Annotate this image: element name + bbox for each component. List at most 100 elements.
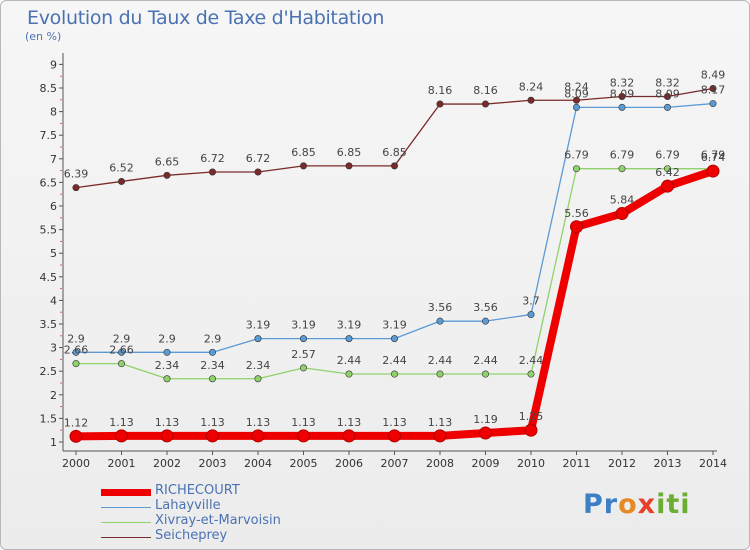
y-tick-label: 5.5	[40, 224, 58, 237]
y-tick-label: 4	[50, 294, 57, 307]
data-label: 8.32	[610, 76, 635, 89]
data-point	[345, 162, 353, 170]
data-point	[527, 96, 535, 104]
y-tick-label: 4.5	[40, 271, 58, 284]
data-point	[709, 84, 717, 92]
data-point	[436, 370, 444, 378]
series-line-lahayville	[75, 102, 714, 353]
data-point	[390, 162, 398, 170]
data-point	[481, 100, 489, 108]
data-label: 6.79	[655, 149, 680, 162]
data-point	[661, 179, 674, 193]
data-label: 8.09	[655, 87, 680, 100]
data-label: 1.13	[382, 416, 407, 429]
data-label: 2.9	[204, 332, 222, 345]
brand-part-3: x	[637, 489, 657, 520]
x-tick-label: 2000	[62, 457, 90, 470]
data-label: 1.13	[337, 416, 362, 429]
data-label: 6.52	[109, 161, 134, 174]
data-point	[163, 348, 171, 356]
data-point	[209, 168, 217, 176]
x-tick-label: 2010	[517, 457, 545, 470]
y-tick-label: 2.5	[40, 365, 58, 378]
chart-unit: (en %)	[25, 30, 62, 43]
data-point	[618, 165, 626, 173]
data-point	[527, 370, 535, 378]
data-label: 6.72	[200, 152, 225, 165]
legend-label-seicheprey: Seicheprey	[155, 528, 228, 543]
data-point	[663, 92, 671, 100]
data-label: 3.19	[291, 319, 316, 332]
data-point	[163, 375, 171, 383]
data-label: 6.79	[701, 149, 726, 162]
data-label: 1.13	[428, 416, 453, 429]
legend-label-richecourt: RICHECOURT	[155, 483, 240, 498]
y-tick-label: 8.5	[40, 82, 58, 95]
data-point	[251, 429, 265, 443]
chart-title: Evolution du Taux de Taxe d'Habitation	[27, 7, 385, 29]
x-tick-label: 2003	[199, 457, 227, 470]
data-point	[572, 165, 580, 173]
x-tick-label: 2012	[608, 457, 636, 470]
data-label: 6.42	[655, 166, 680, 179]
brand-part-2: o	[618, 489, 638, 520]
data-label: 3.19	[337, 319, 362, 332]
data-label: 2.66	[64, 344, 89, 357]
data-point	[436, 317, 444, 325]
data-point	[345, 335, 353, 343]
data-label: 8.09	[564, 87, 589, 100]
y-tick-label: 1.5	[40, 412, 58, 425]
data-label: 6.74	[701, 151, 726, 164]
data-label: 1.13	[291, 416, 316, 429]
data-label: 2.44	[428, 354, 453, 367]
y-tick-label: 7.5	[40, 129, 58, 142]
data-label: 1.19	[473, 413, 498, 426]
data-label: 5.84	[610, 194, 635, 207]
x-tick-label: 2006	[335, 457, 363, 470]
data-label: 6.65	[155, 155, 180, 168]
x-tick-label: 2001	[108, 457, 136, 470]
data-point	[72, 360, 80, 368]
legend-swatch-xivray	[101, 522, 151, 523]
data-label: 1.25	[519, 410, 544, 423]
data-label: 5.56	[564, 207, 589, 220]
x-tick-label: 2008	[426, 457, 454, 470]
data-label: 2.44	[519, 354, 544, 367]
data-label: 8.16	[473, 84, 498, 97]
data-label: 1.13	[155, 416, 180, 429]
data-label: 2.9	[158, 332, 176, 345]
x-tick-label: 2014	[699, 457, 727, 470]
x-tick-label: 2011	[563, 457, 591, 470]
data-point	[254, 375, 262, 383]
data-label: 8.09	[610, 87, 635, 100]
data-label: 3.7	[522, 295, 540, 308]
y-tick-label: 1	[50, 436, 57, 449]
y-tick-label: 8	[50, 106, 57, 119]
data-label: 1.13	[200, 416, 225, 429]
legend-label-xivray: Xivray-et-Marvoisin	[155, 513, 281, 528]
data-label: 2.44	[337, 354, 362, 367]
data-point	[388, 429, 401, 443]
data-label: 3.19	[382, 319, 407, 332]
data-point	[481, 370, 489, 378]
brand-part-1: Pr	[583, 489, 619, 520]
data-label: 3.19	[246, 319, 271, 332]
data-point	[663, 103, 671, 111]
legend-label-lahayville: Lahayville	[155, 498, 221, 513]
data-point	[390, 370, 398, 378]
data-point	[299, 335, 307, 343]
data-point	[524, 423, 538, 437]
legend-swatch-richecourt	[101, 489, 151, 496]
data-point	[709, 100, 717, 108]
data-point	[206, 429, 219, 443]
data-point	[618, 92, 626, 100]
data-point	[572, 103, 580, 111]
data-label: 2.34	[246, 359, 271, 372]
y-tick-label: 2	[50, 389, 57, 402]
y-tick-label: 5	[50, 247, 57, 260]
data-label: 8.24	[519, 80, 544, 93]
data-point	[436, 100, 444, 108]
data-label: 8.24	[564, 80, 589, 93]
